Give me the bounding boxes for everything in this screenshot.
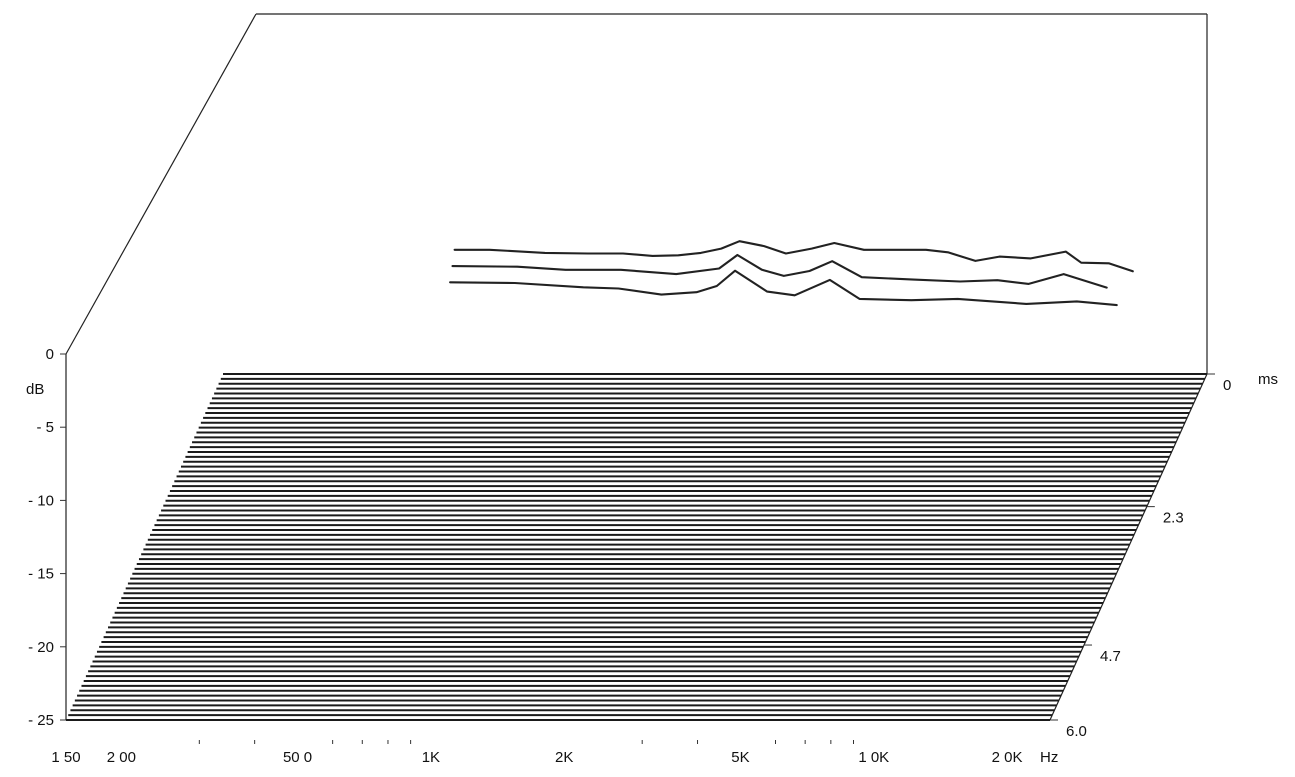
- spectrum-curves: [449, 240, 1134, 307]
- x-axis: Hz 1 50 2 00 50 0 1K 2K 5K 1 0K 2 0K: [51, 740, 1058, 766]
- time-axis-tick-label: 4.7: [1100, 648, 1121, 665]
- x-axis-tick-label: 2 00: [107, 749, 136, 766]
- y-axis: dB 0 - 5 - 10 - 15 - 20 - 25: [26, 346, 66, 729]
- spectrum-slice-curve: [453, 240, 1134, 273]
- y-axis-tick-label: - 15: [28, 566, 54, 583]
- time-axis-tick-label: 6.0: [1066, 723, 1087, 740]
- time-axis-tick-label: 2.3: [1163, 510, 1184, 527]
- spectrum-slice-curve: [451, 253, 1108, 289]
- y-axis-tick-label: - 5: [36, 419, 54, 436]
- time-axis-label: ms: [1258, 371, 1278, 388]
- x-axis-tick-label: 1K: [422, 749, 440, 766]
- y-axis-tick-label: 0: [46, 346, 54, 363]
- x-axis-tick-label: 2 0K: [992, 749, 1023, 766]
- x-axis-tick-label: 50 0: [283, 749, 312, 766]
- x-axis-tick-label: 1 50: [51, 749, 80, 766]
- y-axis-label: dB: [26, 381, 44, 398]
- x-axis-label: Hz: [1040, 749, 1058, 766]
- spectrum-slice-curve: [449, 269, 1118, 307]
- time-axis-tick-label: 0: [1223, 377, 1231, 394]
- time-axis-edge: [1049, 373, 1208, 721]
- left-wall-slant-edge: [65, 13, 257, 355]
- x-axis-tick-label: 2K: [555, 749, 573, 766]
- x-axis-tick-label: 5K: [731, 749, 749, 766]
- time-axis: ms 0 2.3 4.7 6.0: [1050, 371, 1278, 740]
- floor-slices: [66, 373, 1207, 721]
- y-axis-tick-label: - 20: [28, 639, 54, 656]
- y-axis-tick-label: - 10: [28, 492, 54, 509]
- plot-frame: [65, 13, 1208, 721]
- y-axis-tick-label: - 25: [28, 712, 54, 729]
- x-axis-tick-label: 1 0K: [858, 749, 889, 766]
